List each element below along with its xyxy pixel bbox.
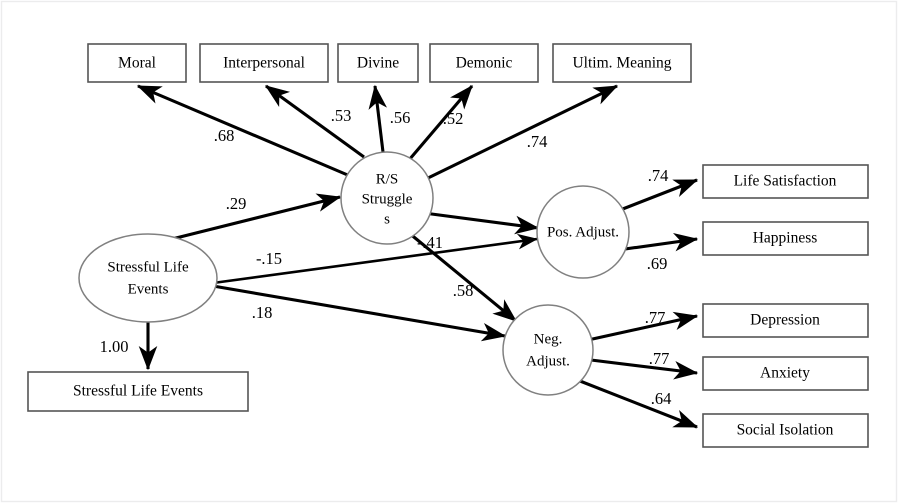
node-label-stressful-life-events-indicator: Stressful Life Events (73, 383, 203, 400)
node-box-demonic[interactable] (429, 43, 539, 83)
node-box-depression[interactable] (702, 303, 869, 338)
path-arrow-rs-to-interpersonal (264, 84, 365, 159)
path-arrow-sle-to-neg (212, 284, 507, 342)
node-divine[interactable]: Divine (337, 43, 419, 83)
node-label-stressful-life-events-line2: Events (128, 281, 169, 297)
node-label-depression: Depression (750, 312, 820, 329)
node-box-ultim-meaning[interactable] (552, 43, 692, 83)
node-anxiety[interactable]: Anxiety (702, 356, 869, 391)
coef-label-sle-to-pos: -.15 (256, 249, 282, 268)
node-box-anxiety[interactable] (702, 356, 869, 391)
node-box-social-isolation[interactable] (702, 413, 869, 448)
path-arrow-pos-to-happiness (617, 232, 699, 252)
node-label-social-isolation: Social Isolation (737, 422, 834, 439)
node-box-happiness[interactable] (702, 221, 869, 256)
coef-label-sle-to-sle-indicator: 1.00 (100, 337, 129, 356)
node-label-interpersonal: Interpersonal (223, 55, 305, 72)
node-box-life-satisfaction[interactable] (702, 164, 869, 199)
node-label-rs-struggles-line2: Struggle (362, 191, 413, 207)
node-label-happiness: Happiness (753, 230, 818, 247)
node-label-neg-adjust-line2: Adjust. (526, 353, 570, 369)
node-label-rs-struggles-line3: s (384, 211, 390, 227)
node-label-rs-struggles-line1: R/S (376, 171, 399, 187)
coef-label-pos-to-life-satisfaction: .74 (648, 166, 669, 185)
node-rs-struggles[interactable]: R/S Struggle s (340, 151, 434, 245)
coef-label-rs-to-demonic: .52 (443, 109, 464, 128)
coef-label-rs-to-moral: .68 (214, 126, 235, 145)
path-arrow-rs-to-moral (136, 84, 351, 178)
node-social-isolation[interactable]: Social Isolation (702, 413, 869, 448)
coef-label-neg-to-social-isolation: .64 (651, 389, 672, 408)
node-stressful-life-events-indicator[interactable]: Stressful Life Events (27, 371, 249, 412)
right-indicator-boxes: Life Satisfaction Happiness Depression A… (702, 164, 869, 448)
node-label-moral: Moral (118, 55, 156, 72)
node-ellipse-stressful-life-events[interactable] (78, 233, 218, 323)
node-label-life-satisfaction: Life Satisfaction (734, 173, 837, 190)
coef-label-sle-to-neg: .18 (252, 303, 273, 322)
node-circle-pos-adjust[interactable] (536, 185, 630, 279)
latent-nodes-group: R/S Struggle s Pos. Adjust. Neg. Adjust.… (78, 151, 630, 396)
node-box-divine[interactable] (337, 43, 419, 83)
node-box-moral[interactable] (87, 43, 187, 83)
coef-label-rs-to-ultim-meaning: .74 (527, 132, 548, 151)
coef-label-pos-to-happiness: .69 (647, 254, 668, 273)
node-box-stressful-life-events-indicator[interactable] (27, 371, 249, 412)
node-life-satisfaction[interactable]: Life Satisfaction (702, 164, 869, 199)
node-box-interpersonal[interactable] (199, 43, 329, 83)
path-arrow-sle-to-rs (167, 193, 342, 242)
node-ultim-meaning[interactable]: Ultim. Meaning (552, 43, 692, 83)
coef-label-rs-to-interpersonal: .53 (331, 106, 352, 125)
node-label-neg-adjust-line1: Neg. (534, 331, 563, 347)
path-arrow-rs-to-demonic (407, 84, 474, 162)
node-label-demonic: Demonic (456, 55, 513, 72)
node-label-ultim-meaning: Ultim. Meaning (572, 55, 671, 72)
node-happiness[interactable]: Happiness (702, 221, 869, 256)
top-indicator-boxes: Moral Interpersonal Divine Demonic Ultim… (87, 43, 692, 83)
coef-label-neg-to-depression: .77 (645, 308, 666, 327)
path-arrow-rs-to-divine (368, 84, 387, 153)
path-arrow-rs-to-pos (423, 211, 540, 235)
node-circle-neg-adjust[interactable] (502, 304, 594, 396)
path-arrow-neg-to-anxiety (590, 358, 699, 380)
path-arrows-group (136, 84, 699, 429)
node-demonic[interactable]: Demonic (429, 43, 539, 83)
coef-label-rs-to-pos: -.41 (417, 233, 443, 252)
coef-label-rs-to-divine: .56 (390, 108, 411, 127)
path-arrow-rs-to-neg (408, 231, 517, 323)
path-arrow-pos-to-life-satisfaction (614, 178, 699, 214)
path-arrow-rs-to-ultim-meaning (427, 84, 619, 180)
path-arrow-sle-to-pos (212, 233, 539, 285)
node-depression[interactable]: Depression (702, 303, 869, 338)
path-arrow-neg-to-social-isolation (579, 379, 699, 429)
path-arrow-neg-to-depression (587, 311, 699, 342)
node-interpersonal[interactable]: Interpersonal (199, 43, 329, 83)
node-circle-rs-struggles[interactable] (340, 151, 434, 245)
path-coefficient-labels: .68 .53 .56 .52 .74 .29 -.15 .18 -.41 .5… (100, 106, 672, 408)
node-label-divine: Divine (357, 55, 399, 72)
node-stressful-life-events[interactable]: Stressful Life Events (78, 233, 218, 323)
node-label-pos-adjust: Pos. Adjust. (547, 224, 619, 240)
coef-label-neg-to-anxiety: .77 (649, 349, 670, 368)
node-pos-adjust[interactable]: Pos. Adjust. (536, 185, 630, 279)
coef-label-sle-to-rs: .29 (226, 194, 247, 213)
node-label-anxiety: Anxiety (760, 365, 810, 382)
node-label-stressful-life-events-line1: Stressful Life (107, 259, 189, 275)
node-moral[interactable]: Moral (87, 43, 187, 83)
node-neg-adjust[interactable]: Neg. Adjust. (502, 304, 594, 396)
coef-label-rs-to-neg: .58 (453, 281, 474, 300)
